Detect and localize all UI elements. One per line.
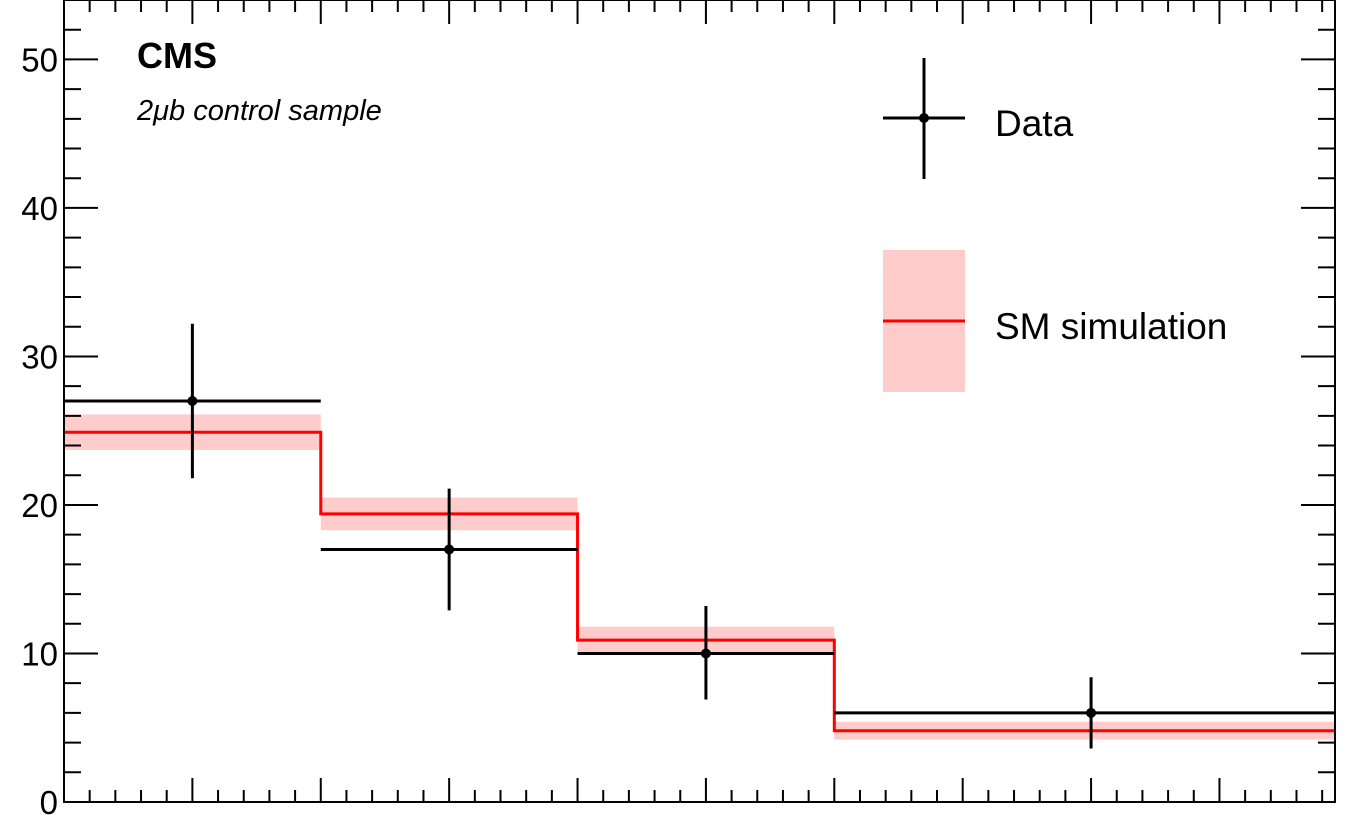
plot-frame xyxy=(63,0,1336,803)
data-points xyxy=(64,323,1335,749)
y-tick-label: 10 xyxy=(21,635,58,672)
sample-label: 2μb control sample xyxy=(136,95,382,127)
data-point xyxy=(700,648,711,659)
axis-ticks xyxy=(63,0,1335,803)
y-tick-label: 50 xyxy=(21,41,58,78)
data-point xyxy=(444,544,455,555)
simulation-uncertainty-bands xyxy=(64,414,1335,740)
data-point xyxy=(187,396,198,406)
y-tick-label: 30 xyxy=(21,338,58,375)
legend-entry-simulation: SM simulation xyxy=(883,250,1227,392)
y-tick-label: 40 xyxy=(21,190,58,227)
simulation-step-line xyxy=(64,430,1335,733)
legend-data-marker-dot xyxy=(919,113,929,123)
legend: Data SM simulation xyxy=(883,58,1227,392)
legend-simulation-label: SM simulation xyxy=(995,306,1227,347)
data-point xyxy=(1086,707,1097,718)
experiment-label: CMS xyxy=(137,35,217,76)
legend-data-label: Data xyxy=(995,103,1074,144)
simulation-step xyxy=(64,430,1335,733)
y-tick-label: 20 xyxy=(21,487,58,524)
legend-entry-data: Data xyxy=(883,58,1074,179)
y-tick-labels: 0 10 20 30 40 50 xyxy=(21,41,58,817)
y-tick-label: 0 xyxy=(40,784,58,817)
